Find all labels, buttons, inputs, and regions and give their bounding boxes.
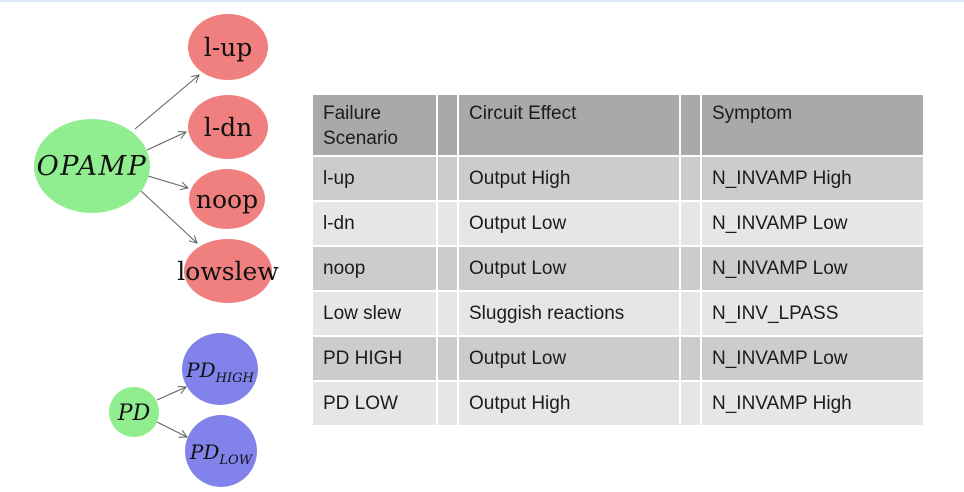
spacer-cell [681, 202, 700, 245]
cell-symptom: N_INVAMP High [702, 157, 923, 200]
edge-pd-low [156, 421, 187, 437]
spacer-cell [681, 157, 700, 200]
node-pd-low-label: PDLOW [189, 440, 254, 468]
opamp-edges [134, 75, 199, 243]
cell-symptom: N_INV_LPASS [702, 292, 923, 335]
node-pd [109, 387, 159, 437]
node-lowslew-label: lowslew [177, 257, 279, 286]
spacer-cell [438, 157, 457, 200]
edge-opamp-l-up [134, 75, 199, 130]
cell-circuit-effect: Output Low [459, 337, 679, 380]
node-opamp [34, 119, 150, 213]
header-cell-symptom: Symptom [702, 95, 923, 155]
cell-symptom: N_INVAMP High [702, 382, 923, 425]
pd-edges [156, 387, 187, 437]
cell-failure-scenario: Low slew [313, 292, 436, 335]
cell-failure-scenario: PD HIGH [313, 337, 436, 380]
header-cell-failure-scenario: Failure Scenario [313, 95, 436, 155]
cell-circuit-effect: Output High [459, 382, 679, 425]
node-pd-high [182, 333, 258, 405]
node-noop-label: noop [196, 185, 258, 214]
edge-opamp-l-dn [146, 132, 186, 151]
node-pd-high-label: PDHIGH [185, 358, 254, 386]
node-l-dn [188, 95, 268, 159]
spacer-cell [438, 202, 457, 245]
spacer-cell [438, 382, 457, 425]
pd-high-base: PD [185, 358, 216, 382]
node-l-dn-label: l-dn [204, 113, 253, 142]
cell-failure-scenario: l-dn [313, 202, 436, 245]
cell-circuit-effect: Output High [459, 157, 679, 200]
fault-diagram: OPAMP l-up l-dn noop lowslew PD PDHIGH P… [34, 14, 279, 487]
spacer-cell [681, 247, 700, 290]
node-l-up [188, 14, 268, 80]
spacer-cell [438, 292, 457, 335]
top-border-line [0, 0, 964, 2]
cell-failure-scenario: l-up [313, 157, 436, 200]
node-pd-label: PD [117, 401, 151, 426]
edge-pd-high [156, 387, 186, 401]
node-lowslew [184, 239, 272, 303]
cell-symptom: N_INVAMP Low [702, 202, 923, 245]
spacer-cell [681, 337, 700, 380]
cell-circuit-effect: Output Low [459, 247, 679, 290]
cell-symptom: N_INVAMP Low [702, 337, 923, 380]
failure-table: Failure Scenario Circuit Effect Symptom … [313, 95, 923, 425]
edge-opamp-noop [147, 175, 188, 188]
node-opamp-label: OPAMP [37, 151, 148, 182]
cell-circuit-effect: Output Low [459, 202, 679, 245]
header-spacer-cell [438, 95, 457, 155]
node-l-up-label: l-up [204, 33, 253, 62]
spacer-cell [681, 382, 700, 425]
spacer-cell [438, 337, 457, 380]
cell-failure-scenario: noop [313, 247, 436, 290]
pd-low-sub: LOW [218, 453, 253, 468]
pd-low-base: PD [189, 440, 220, 464]
node-pd-low [185, 415, 257, 487]
header-spacer-cell [681, 95, 700, 155]
edge-opamp-lowslew [140, 190, 197, 243]
spacer-cell [438, 247, 457, 290]
cell-symptom: N_INVAMP Low [702, 247, 923, 290]
cell-failure-scenario: PD LOW [313, 382, 436, 425]
node-noop [189, 169, 265, 229]
pd-high-sub: HIGH [215, 371, 255, 386]
spacer-cell [681, 292, 700, 335]
cell-circuit-effect: Sluggish reactions [459, 292, 679, 335]
header-cell-circuit-effect: Circuit Effect [459, 95, 679, 155]
